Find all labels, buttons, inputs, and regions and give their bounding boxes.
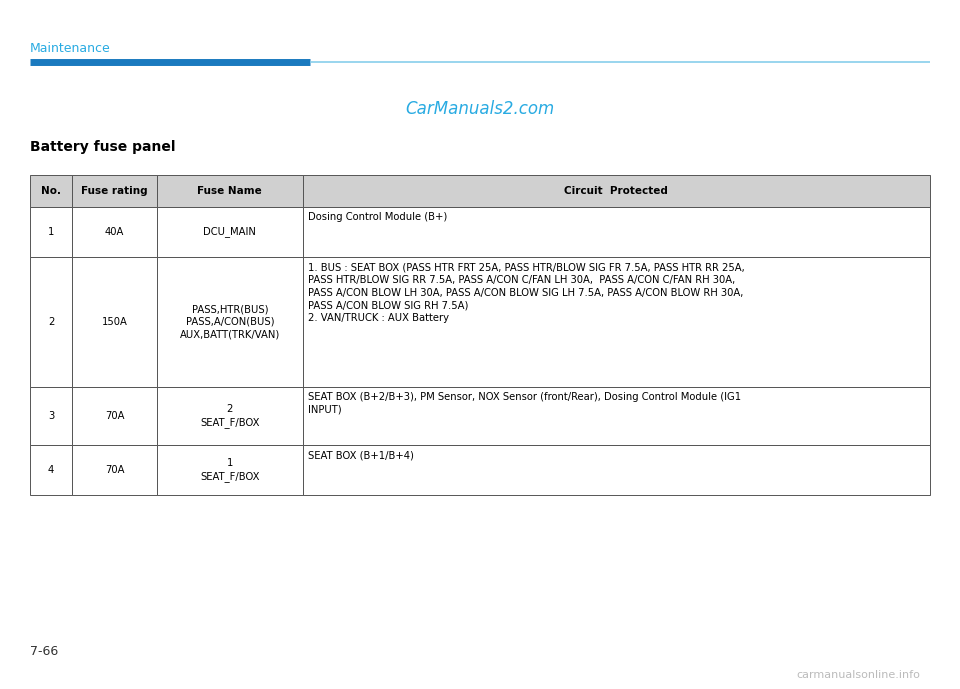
Text: Fuse rating: Fuse rating <box>82 186 148 196</box>
Bar <box>30 207 72 257</box>
Text: No.: No. <box>41 186 61 196</box>
Text: 1: 1 <box>48 227 55 237</box>
Text: CarManuals2.com: CarManuals2.com <box>405 100 555 118</box>
Bar <box>156 207 302 257</box>
Text: SEAT BOX (B+1/B+4): SEAT BOX (B+1/B+4) <box>308 450 414 460</box>
Text: Circuit  Protected: Circuit Protected <box>564 186 668 196</box>
Bar <box>72 175 156 207</box>
Text: 70A: 70A <box>105 411 125 421</box>
Bar <box>302 445 930 495</box>
Text: 1
SEAT_F/BOX: 1 SEAT_F/BOX <box>200 458 259 482</box>
Bar <box>156 445 302 495</box>
Text: 4: 4 <box>48 465 55 475</box>
Text: 2: 2 <box>48 317 55 327</box>
Text: 3: 3 <box>48 411 55 421</box>
Text: 40A: 40A <box>105 227 124 237</box>
Text: 70A: 70A <box>105 465 125 475</box>
Bar <box>72 387 156 445</box>
Text: DCU_MAIN: DCU_MAIN <box>204 227 256 238</box>
Text: 7-66: 7-66 <box>30 645 59 658</box>
Text: 2
SEAT_F/BOX: 2 SEAT_F/BOX <box>200 404 259 428</box>
Bar <box>30 175 72 207</box>
Bar <box>156 175 302 207</box>
Bar <box>302 387 930 445</box>
Bar <box>72 445 156 495</box>
Bar <box>302 175 930 207</box>
Text: SEAT BOX (B+2/B+3), PM Sensor, NOX Sensor (front/Rear), Dosing Control Module (I: SEAT BOX (B+2/B+3), PM Sensor, NOX Senso… <box>308 392 741 415</box>
Text: Battery fuse panel: Battery fuse panel <box>30 140 176 154</box>
Text: Fuse Name: Fuse Name <box>198 186 262 196</box>
Bar <box>302 257 930 387</box>
Bar <box>30 445 72 495</box>
Bar <box>156 387 302 445</box>
Text: PASS,HTR(BUS)
PASS,A/CON(BUS)
AUX,BATT(TRK/VAN): PASS,HTR(BUS) PASS,A/CON(BUS) AUX,BATT(T… <box>180 305 280 340</box>
Text: Maintenance: Maintenance <box>30 42 110 55</box>
Bar <box>30 387 72 445</box>
Bar <box>72 257 156 387</box>
Text: 150A: 150A <box>102 317 128 327</box>
Bar <box>72 207 156 257</box>
Text: carmanualsonline.info: carmanualsonline.info <box>796 670 920 680</box>
Bar <box>30 257 72 387</box>
Text: Dosing Control Module (B+): Dosing Control Module (B+) <box>308 212 447 222</box>
Bar <box>302 207 930 257</box>
Bar <box>156 257 302 387</box>
Text: 1. BUS : SEAT BOX (PASS HTR FRT 25A, PASS HTR/BLOW SIG FR 7.5A, PASS HTR RR 25A,: 1. BUS : SEAT BOX (PASS HTR FRT 25A, PAS… <box>308 262 744 323</box>
